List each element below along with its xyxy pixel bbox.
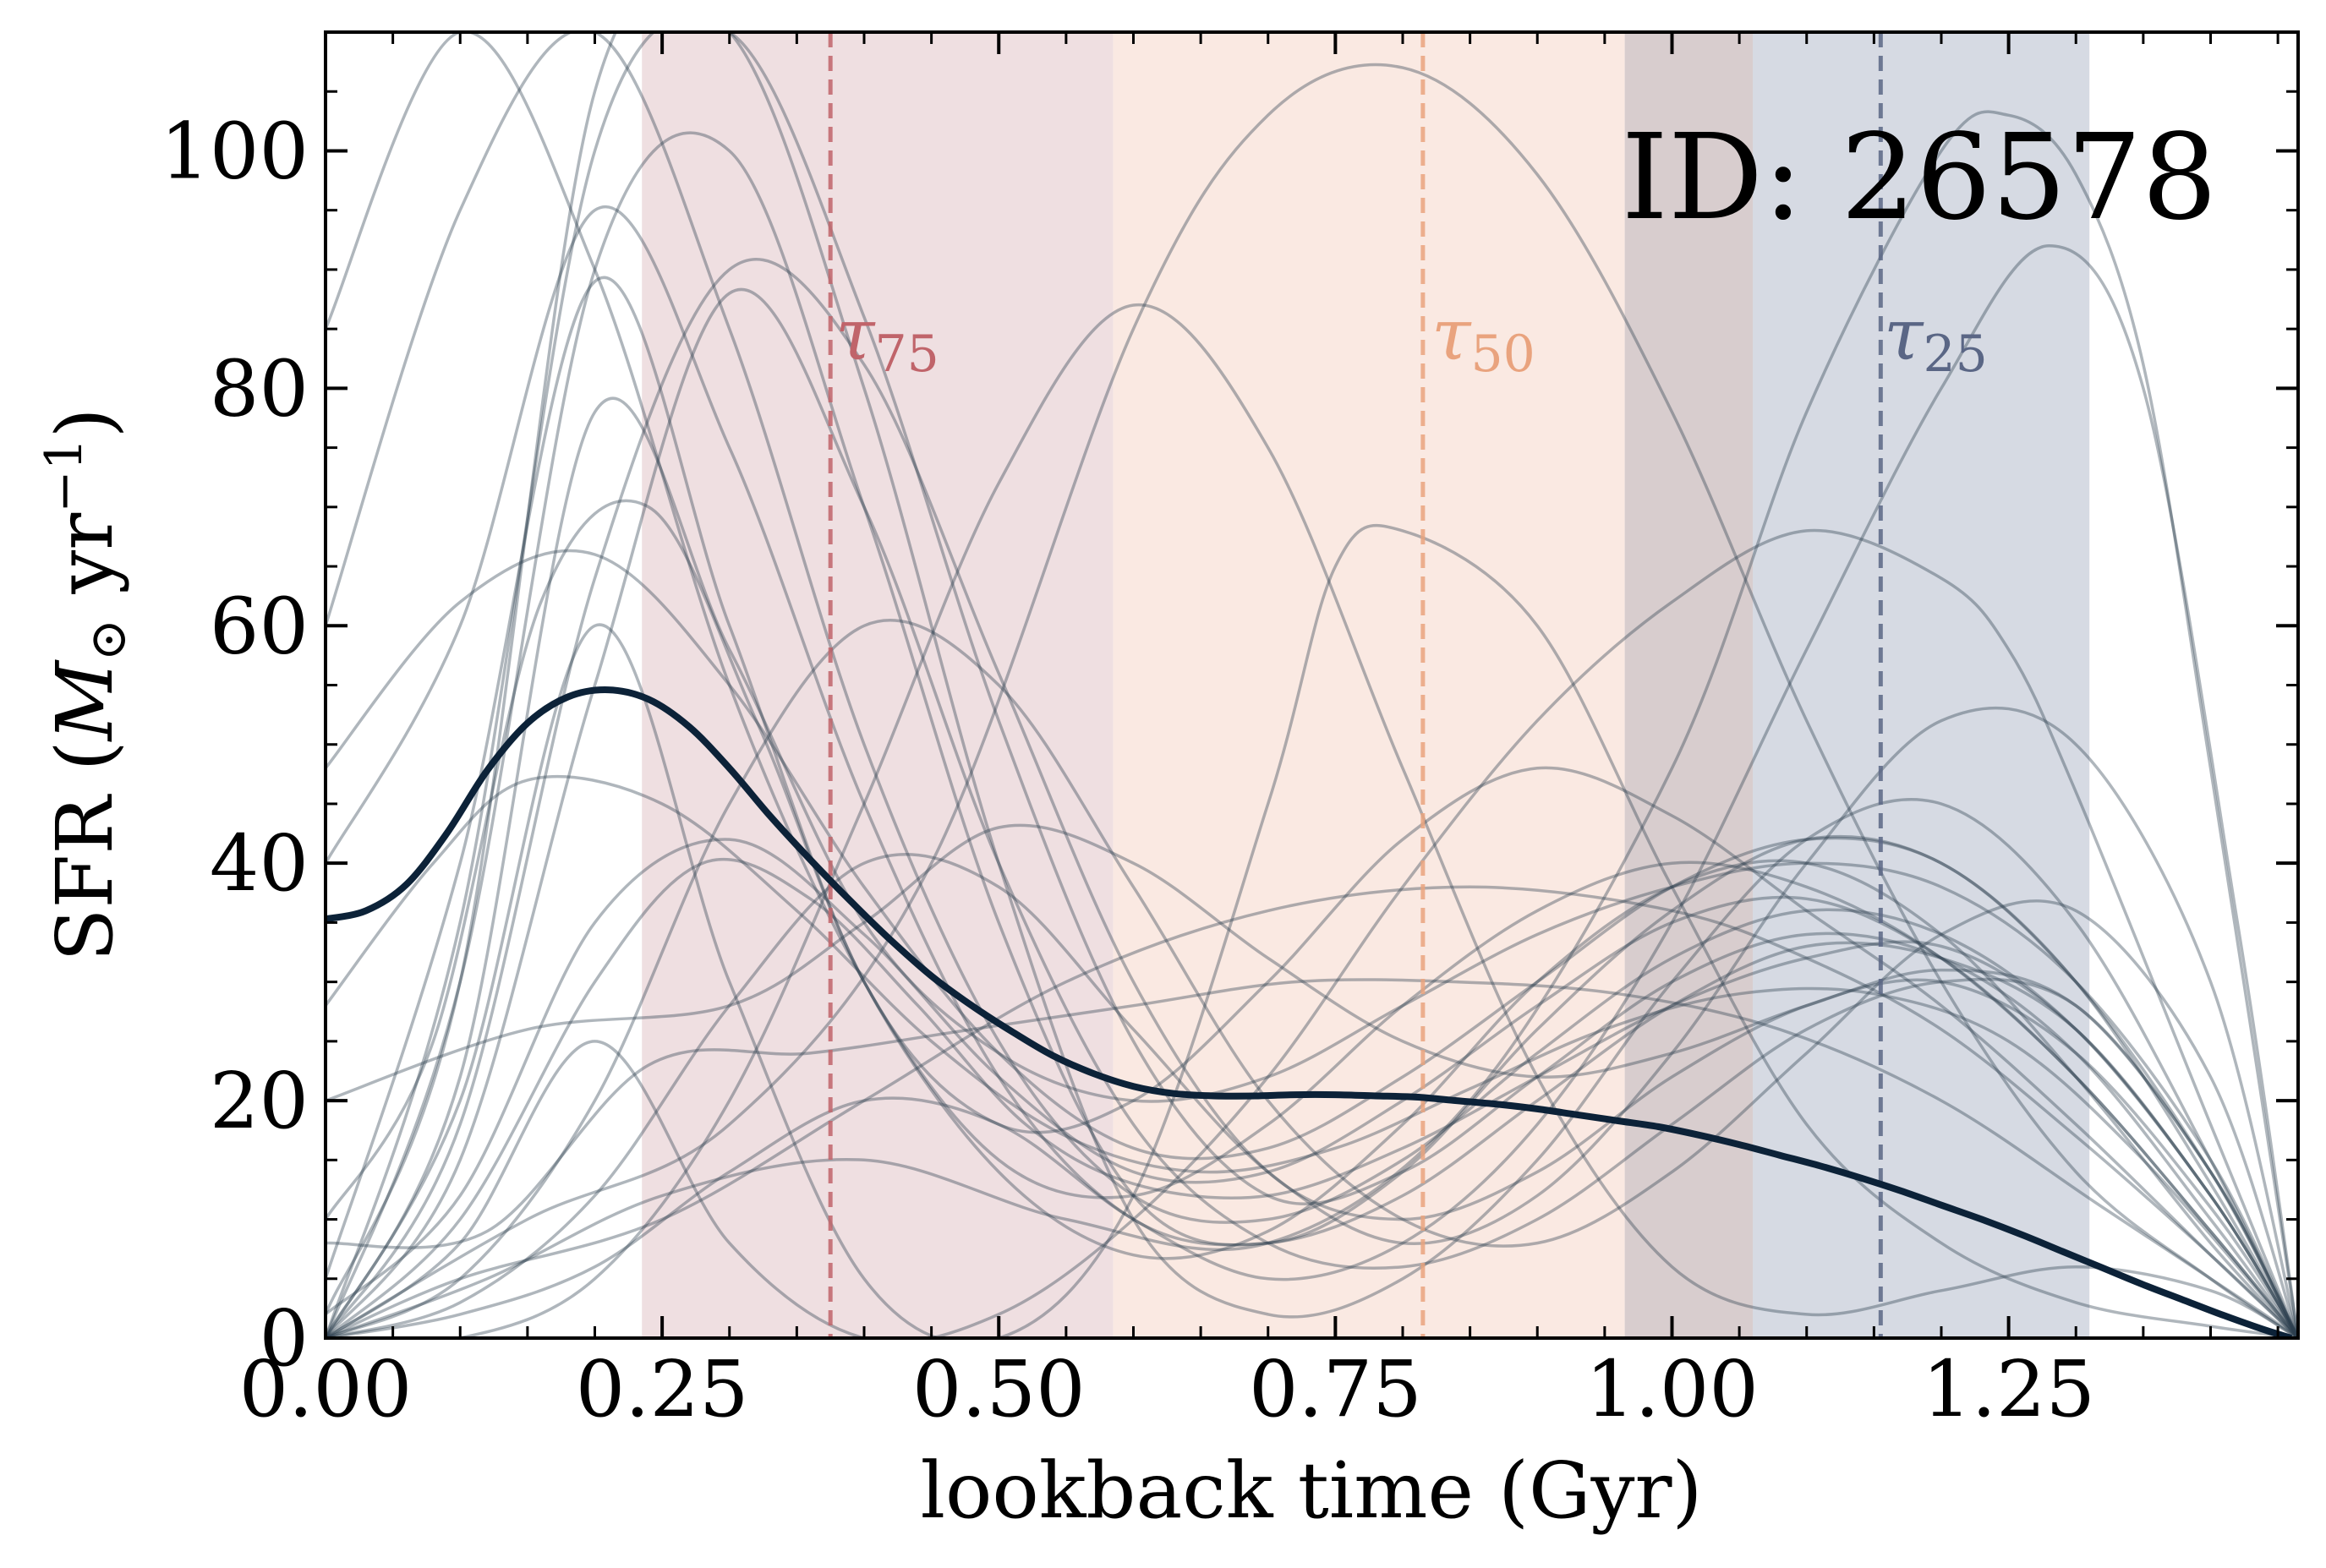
sample-curve-9 (326, 205, 2298, 1338)
tau50-label: τ50 (1431, 293, 1535, 384)
sample-curve-1 (326, 276, 2298, 1338)
sample-curve-3 (326, 524, 2298, 1338)
sample-curve-24 (326, 706, 2298, 1338)
sample-curve-23 (326, 549, 2298, 1338)
sample-curve-15 (326, 32, 2298, 1338)
y-tick-label: 40 (210, 818, 309, 909)
percentile-bands (642, 32, 2090, 1338)
x-tick-label: 1.25 (1922, 1344, 2095, 1434)
tau75-label: τ75 (835, 293, 939, 384)
x-tick-label: 0.75 (1249, 1344, 1422, 1434)
sample-curve-11 (326, 287, 2298, 1338)
sample-curve-2 (326, 32, 2298, 1338)
sample-curve-0 (326, 499, 2298, 1338)
x-tick-label: 0.00 (239, 1344, 413, 1434)
x-tick-label: 1.00 (1585, 1344, 1759, 1434)
x-tick-label: 0.25 (576, 1344, 749, 1434)
sample-curve-17 (326, 857, 2298, 1338)
overlap-band (1624, 32, 1754, 1338)
y-axis-title: SFR (M⊙ yr−1) (35, 407, 138, 961)
plot-frame (324, 30, 2300, 1340)
sample-curves (326, 32, 2298, 1338)
x-tick-label: 0.50 (912, 1344, 1086, 1434)
y-tick-label: 80 (210, 343, 309, 434)
y-tick-label: 0 (259, 1293, 309, 1384)
sample-curve-10 (326, 32, 2298, 1338)
median-curve-group (326, 686, 2293, 1338)
axis-ticks: 0.00 0.25 0.50 0.75 1.00 1.25 0 20 40 60 80 100 (160, 32, 2298, 1434)
sample-curve-16 (326, 978, 2298, 1338)
sample-curve-5 (326, 885, 2298, 1338)
y-tick-label: 100 (160, 106, 309, 196)
sample-curve-4 (326, 63, 2298, 1338)
tau75-band (642, 32, 1114, 1338)
sample-curve-12 (326, 823, 2298, 1338)
y-tick-label: 20 (210, 1056, 309, 1146)
y-tick-label: 60 (210, 581, 309, 671)
sample-curve-22 (326, 131, 2298, 1338)
tau25-label: τ25 (1884, 293, 1988, 384)
sample-curve-18 (326, 32, 2298, 1338)
sample-curve-21 (326, 618, 2298, 1338)
median-curve (326, 686, 2293, 1338)
x-axis-title: lookback time (Gyr) (921, 1445, 1703, 1536)
sample-curve-20 (326, 303, 2298, 1338)
sample-curve-6 (326, 528, 2298, 1338)
sample-curve-8 (326, 774, 2298, 1338)
percentile-lines (828, 32, 1883, 1338)
sample-curve-7 (326, 110, 2298, 1338)
sample-curve-19 (326, 258, 2298, 1338)
sample-curve-25 (326, 838, 2298, 1338)
id-annotation: ID: 26578 (1622, 109, 2218, 247)
